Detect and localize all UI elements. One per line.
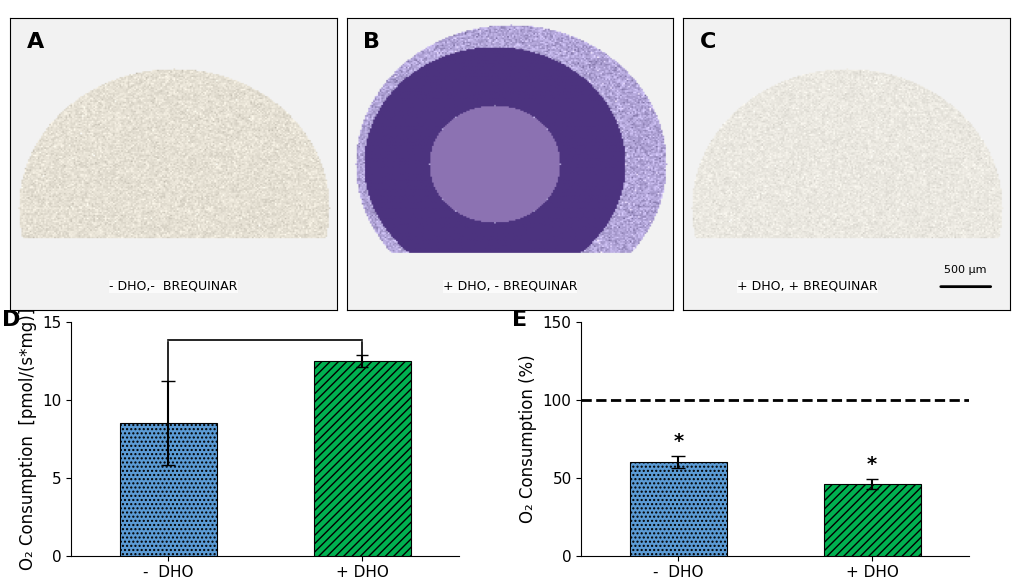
Y-axis label: O₂ Consumption (%): O₂ Consumption (%): [519, 355, 537, 523]
Text: *: *: [673, 432, 683, 451]
Text: - DHO,-  BREQUINAR: - DHO,- BREQUINAR: [109, 280, 237, 292]
Text: B: B: [363, 32, 380, 52]
Text: D: D: [2, 310, 20, 330]
Text: *: *: [866, 455, 876, 474]
Y-axis label: O₂ Consumption  [pmol/(s*mg)]: O₂ Consumption [pmol/(s*mg)]: [19, 308, 37, 570]
Bar: [823, 484, 920, 556]
Text: + DHO, - BREQUINAR: + DHO, - BREQUINAR: [442, 280, 577, 292]
Text: + DHO, + BREQUINAR: + DHO, + BREQUINAR: [737, 280, 877, 292]
Text: E: E: [512, 310, 526, 330]
Text: 500 μm: 500 μm: [944, 265, 986, 275]
Bar: [314, 361, 410, 556]
Text: A: A: [26, 32, 44, 52]
Bar: [629, 462, 726, 556]
Text: C: C: [699, 32, 715, 52]
Bar: [120, 423, 217, 556]
